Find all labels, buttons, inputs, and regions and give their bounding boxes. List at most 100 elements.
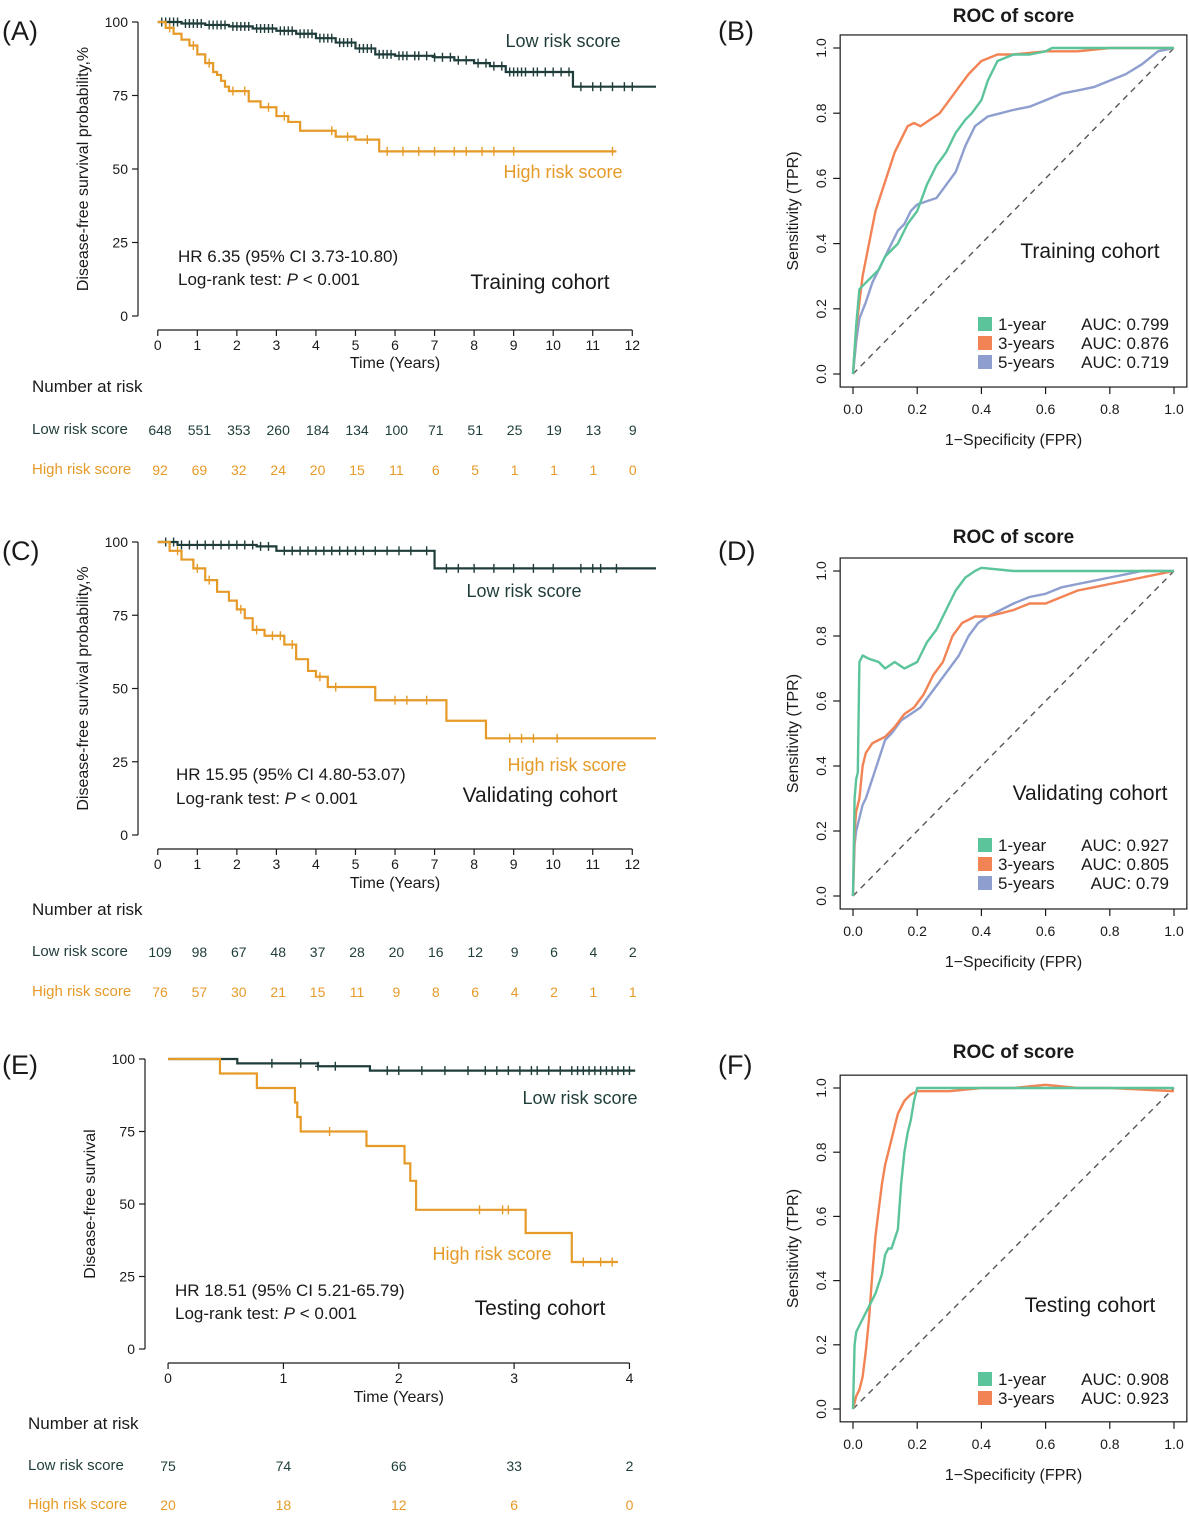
legend-swatch: [978, 1391, 992, 1405]
x-axis: 0.0 0.2 0.4 0.6 0.8 1.0 1−Specificity (FPR): [843, 909, 1184, 971]
km-series-high-risk: [157, 20, 617, 156]
roc-curve-5-years: [851, 569, 1174, 897]
panel-tag: (B): [718, 16, 754, 46]
risk-count: 66: [391, 1458, 407, 1474]
y-tick-label: 0.8: [813, 103, 829, 123]
y-tick-label: 0.4: [813, 234, 829, 254]
x-tick-label: 0: [154, 856, 162, 872]
x-tick-label: 12: [624, 856, 640, 872]
risk-count: 12: [467, 944, 483, 960]
risk-count: 6: [432, 462, 440, 478]
risk-count: 1: [590, 984, 598, 1000]
risk-count: 71: [428, 422, 444, 438]
logrank-prefix: Log-rank test:: [175, 1304, 284, 1323]
km-series-high-risk: [168, 1057, 618, 1267]
legend-series-name: 1-year: [998, 1370, 1047, 1389]
y-tick-label: 75: [119, 1124, 135, 1140]
km-series-low-risk: [157, 537, 656, 573]
risk-count: 4: [511, 984, 519, 1000]
x-tick-label: 9: [510, 856, 518, 872]
km-series-low-risk: [157, 17, 656, 92]
y-tick-label: 0.2: [813, 299, 829, 319]
risk-count: 551: [188, 422, 212, 438]
hazard-ratio-text: HR 18.51 (95% CI 5.21-65.79): [175, 1281, 405, 1300]
x-tick-label: 1.0: [1164, 923, 1184, 939]
y-tick-label: 1.0: [813, 1078, 829, 1098]
legend-swatch: [978, 838, 992, 852]
y-axis: 0.0 0.2 0.4 0.6 0.8 1.0 Sensitivity (TPR): [785, 561, 841, 906]
legend-auc: AUC: 0.805: [1081, 855, 1169, 874]
risk-count: 2: [626, 1458, 634, 1474]
risk-count: 48: [270, 944, 286, 960]
y-axis-title: Disease-free survival: [82, 1129, 99, 1278]
legend-series-name: 3-years: [998, 1389, 1055, 1408]
x-tick-label: 8: [470, 856, 478, 872]
x-tick-label: 1.0: [1164, 1436, 1184, 1452]
low-risk-curve-label: Low risk score: [505, 31, 620, 51]
km-series-high-risk: [157, 540, 656, 743]
y-axis: 0 25 50 75 100 Disease-free survival: [82, 1051, 146, 1357]
x-tick-label: 0.4: [972, 1436, 992, 1452]
x-tick-label: 0: [164, 1370, 172, 1386]
x-tick-label: 10: [545, 337, 561, 353]
risk-count: 134: [345, 422, 369, 438]
x-tick-label: 2: [233, 337, 241, 353]
hazard-ratio-text: HR 15.95 (95% CI 4.80-53.07): [176, 765, 406, 784]
y-tick-label: 0.0: [813, 886, 829, 906]
y-tick-label: 100: [105, 534, 129, 550]
x-axis: 0.0 0.2 0.4 0.6 0.8 1.0 1−Specificity (FPR): [843, 1421, 1184, 1484]
x-axis: 0 1 2 3 4 Time (Years): [164, 1362, 634, 1406]
roc-legend: 1-year AUC: 0.908 3-years AUC: 0.923: [978, 1370, 1169, 1408]
km-curve: [168, 1057, 636, 1072]
risk-count: 6: [471, 984, 479, 1000]
y-tick-label: 0.0: [813, 1399, 829, 1419]
panel-tag: (F): [718, 1050, 752, 1080]
y-axis-title: Sensitivity (TPR): [785, 151, 802, 270]
x-tick-label: 0.8: [1100, 923, 1120, 939]
risk-count: 8: [432, 984, 440, 1000]
risk-count: 24: [270, 462, 286, 478]
risk-count: 20: [389, 944, 405, 960]
risk-count: 0: [629, 462, 637, 478]
legend-swatch: [978, 857, 992, 871]
risk-count: 11: [350, 984, 365, 1000]
roc-title: ROC of score: [953, 527, 1074, 548]
y-tick-label: 100: [105, 14, 129, 30]
logrank-prefix: Log-rank test:: [178, 270, 287, 289]
risk-count: 74: [276, 1458, 292, 1474]
roc-curve-1-year: [851, 1086, 1174, 1410]
roc-panel: (D) ROC of score 0.0 0.2 0.4 0.6 0.8 1.0 1−Speci…: [718, 527, 1188, 971]
risk-count: 32: [231, 462, 247, 478]
x-tick-label: 0.4: [972, 923, 992, 939]
risk-table-title: Number at risk: [28, 1414, 139, 1433]
cohort-label: Testing cohort: [475, 1297, 606, 1320]
cohort-label: Validating cohort: [1013, 782, 1168, 805]
y-tick-label: 0.6: [813, 1206, 829, 1226]
panel-tag: (E): [2, 1050, 38, 1080]
risk-count: 20: [160, 1497, 176, 1513]
risk-count: 19: [546, 422, 562, 438]
risk-count: 92: [152, 462, 168, 478]
x-tick-label: 0.6: [1036, 923, 1056, 939]
km-curve: [168, 1057, 618, 1264]
risk-count: 13: [586, 422, 602, 438]
logrank-p: P: [287, 270, 299, 289]
legend-swatch: [978, 1372, 992, 1386]
y-tick-label: 0.2: [813, 821, 829, 841]
x-tick-label: 4: [312, 856, 320, 872]
x-tick-label: 0.8: [1100, 401, 1120, 417]
risk-count: 9: [511, 944, 519, 960]
y-tick-label: 75: [112, 88, 128, 104]
x-axis-title: 1−Specificity (FPR): [945, 432, 1082, 449]
risk-count: 0: [626, 1497, 634, 1513]
risk-count: 5: [471, 462, 479, 478]
km-curve: [157, 20, 617, 153]
x-axis-title: Time (Years): [354, 1389, 444, 1406]
roc-legend: 1-year AUC: 0.799 3-years AUC: 0.876 5-years…: [978, 315, 1169, 372]
y-axis-title: Sensitivity (TPR): [785, 674, 802, 793]
risk-count: 18: [276, 1497, 292, 1513]
